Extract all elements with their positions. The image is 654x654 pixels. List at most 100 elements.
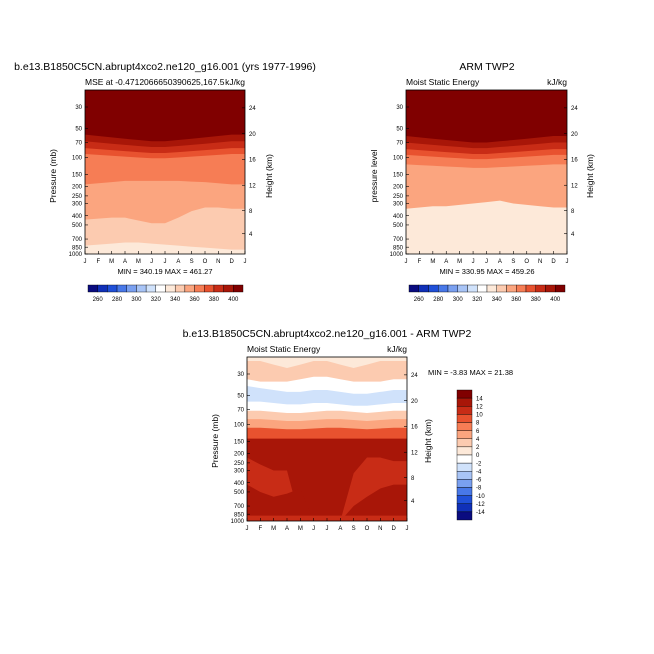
diff-colorbar-label: 6 [476, 429, 480, 435]
model-colorbar-swatch [87, 284, 98, 293]
diff-y-tick-right-label: 4 [411, 499, 415, 505]
obs-colorbar-swatch [457, 284, 468, 293]
diff-x-tick-label: O [365, 526, 370, 532]
obs-colorbar-swatch [496, 284, 507, 293]
model-colorbar-swatch [174, 284, 186, 293]
model-y-tick-label: 850 [72, 245, 83, 251]
diff-colorbar-label: -4 [476, 469, 482, 475]
model-right-label: kJ/kg [225, 77, 245, 87]
obs-colorbar-swatch [467, 284, 478, 293]
obs-colorbar-swatch [535, 284, 546, 293]
obs-colorbar-label: 280 [433, 297, 444, 303]
diff-colorbar-swatch [456, 414, 473, 423]
model-y-tick-label: 150 [72, 173, 83, 179]
diff-plot-area [246, 356, 408, 522]
obs-y-ticks-right: 24 20 16 12 8 4 [564, 106, 578, 238]
panel-diff: b.e13.B1850C5CN.abrupt4xco2.ne120_g16.00… [183, 328, 513, 532]
model-y-tick-label: 400 [72, 214, 83, 220]
model-y-tick-right-label: 16 [249, 158, 256, 164]
model-colorbar-swatch [155, 284, 166, 293]
obs-colorbar-label: 320 [472, 297, 483, 303]
model-ylabel: Pressure (mb) [48, 149, 58, 203]
model-x-tick-label: S [190, 259, 194, 265]
model-x-tick-label: A [123, 259, 127, 265]
diff-x-tick-label: N [378, 526, 382, 532]
model-y-tick-right-label: 12 [249, 183, 256, 189]
obs-y-tick-right-label: 12 [571, 183, 578, 189]
diff-colorbar-swatch [456, 430, 473, 439]
diff-colorbar-label: 14 [476, 396, 483, 402]
diff-x-tick-label: A [338, 526, 342, 532]
diff-colorbar-swatch [456, 397, 473, 407]
diff-y-tick-label: 400 [234, 481, 245, 487]
diff-colorbar-swatch [456, 495, 473, 504]
diff-y-tick-label: 30 [237, 372, 244, 378]
model-x-tick-label: F [96, 259, 100, 265]
obs-colorbar-swatch [555, 284, 566, 293]
diff-y-tick-label: 70 [237, 408, 244, 414]
panel-obs: ARM TWP2 Moist Static Energy kJ/kg 30 50 7… [369, 61, 595, 303]
model-colorbar-swatch [116, 284, 127, 293]
obs-colorbar-swatch [525, 284, 536, 293]
diff-x-tick-label: S [352, 526, 356, 532]
diff-y-tick-right-label: 12 [411, 450, 418, 456]
obs-x-tick-label: J [405, 259, 408, 265]
model-x-tick-label: A [176, 259, 180, 265]
obs-y-tick-label: 70 [396, 141, 403, 147]
diff-y-tick-label: 200 [234, 452, 245, 458]
obs-contour-band [406, 200, 567, 254]
model-y-tick-label: 200 [72, 185, 83, 191]
obs-y-tick-right-label: 24 [571, 106, 578, 112]
diff-x-tick-label: J [312, 526, 315, 532]
diff-ylabel: Pressure (mb) [210, 414, 220, 468]
obs-x-tick-label: M [457, 259, 462, 265]
model-y-tick-label: 70 [75, 141, 82, 147]
model-colorbar-swatch [184, 284, 195, 293]
obs-y-tick-label: 100 [393, 156, 404, 162]
diff-y-tick-label: 700 [234, 504, 245, 510]
obs-colorbar: 260 280 300 320 340 360 380 400 [408, 284, 566, 303]
obs-y-tick-right-label: 4 [571, 232, 575, 238]
obs-x-tick-label: J [566, 259, 569, 265]
model-colorbar-label: 380 [209, 297, 220, 303]
obs-y-tick-label: 30 [396, 105, 403, 111]
model-x-tick-label: N [216, 259, 220, 265]
diff-colorbar-label: -12 [476, 502, 485, 508]
diff-colorbar-label: -10 [476, 494, 485, 500]
diff-stats: MIN = -3.83 MAX = 21.38 [428, 368, 513, 377]
obs-y-tick-label: 150 [393, 173, 404, 179]
obs-colorbar-label: 360 [511, 297, 522, 303]
diff-colorbar-swatch [456, 503, 473, 513]
diff-suptitle: b.e13.B1850C5CN.abrupt4xco2.ne120_g16.00… [183, 328, 472, 340]
obs-x-tick-label: J [472, 259, 475, 265]
obs-x-tick-label: F [418, 259, 422, 265]
model-y-tick-label: 250 [72, 194, 83, 200]
obs-x-tick-label: M [430, 259, 435, 265]
obs-y-tick-right-label: 16 [571, 158, 578, 164]
diff-x-tick-label: M [271, 526, 276, 532]
model-colorbar-swatch [223, 284, 234, 293]
model-x-tick-label: M [136, 259, 141, 265]
diff-colorbar-swatch [456, 422, 473, 431]
obs-x-tick-label: S [511, 259, 515, 265]
diff-y-ticks-right: 24 20 16 12 8 4 [404, 373, 418, 505]
model-colorbar-swatch [126, 284, 137, 293]
diff-colorbar-label: -6 [476, 478, 482, 484]
model-x-tick-label: D [229, 259, 234, 265]
diff-x-tick-label: F [258, 526, 262, 532]
obs-colorbar-swatch [447, 284, 458, 293]
obs-y-tick-label: 700 [393, 237, 404, 243]
obs-colorbar-swatch [545, 284, 556, 293]
model-y-ticks-right: 24 20 16 12 8 4 [242, 106, 256, 238]
diff-colorbar-label: -2 [476, 461, 482, 467]
obs-colorbar-label: 300 [453, 297, 464, 303]
diff-x-tick-label: J [406, 526, 409, 532]
obs-colorbar-swatch [506, 284, 517, 293]
model-colorbar-swatch [136, 284, 147, 293]
diff-colorbar-swatch [456, 389, 473, 399]
model-colorbar-swatch [213, 284, 224, 293]
obs-colorbar-swatch [428, 284, 439, 293]
